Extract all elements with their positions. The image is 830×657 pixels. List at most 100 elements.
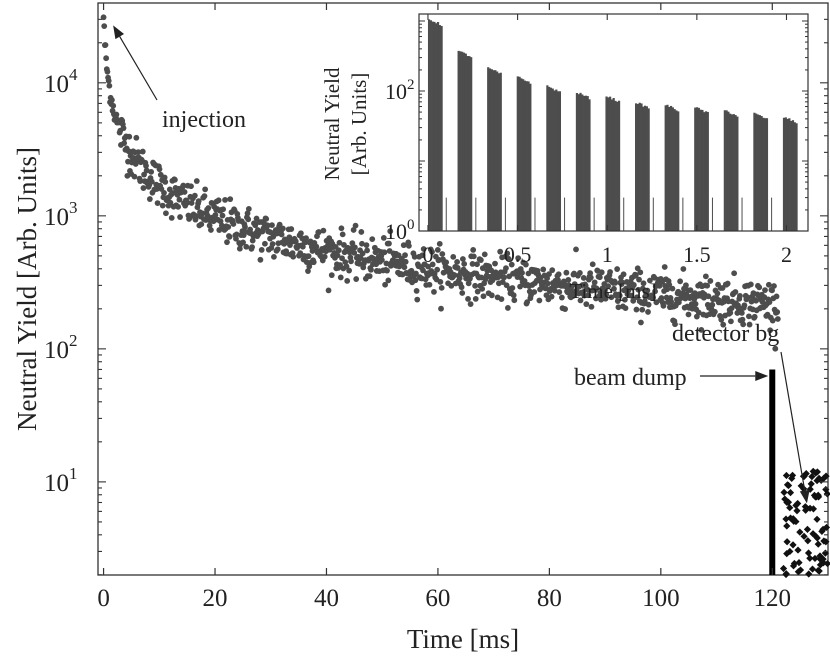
inset-bar bbox=[462, 52, 466, 231]
data-point bbox=[753, 297, 759, 304]
data-point bbox=[276, 221, 283, 228]
data-point bbox=[366, 273, 373, 280]
data-point bbox=[104, 68, 111, 75]
inset-bar bbox=[461, 51, 464, 231]
data-point bbox=[120, 125, 127, 132]
data-point bbox=[737, 292, 743, 299]
data-point bbox=[387, 228, 394, 235]
detector-bg-point bbox=[823, 559, 830, 568]
detector-bg-point bbox=[789, 541, 797, 549]
inset-bar bbox=[760, 116, 763, 231]
data-point bbox=[521, 278, 528, 284]
inset-bar bbox=[581, 94, 584, 232]
data-point bbox=[219, 212, 226, 219]
data-point bbox=[577, 297, 584, 304]
inset-bar bbox=[795, 123, 798, 231]
inset-x-axis-label: Time [ms] bbox=[569, 279, 656, 303]
inset-bar bbox=[617, 100, 621, 231]
data-point bbox=[188, 183, 194, 190]
inset-bar bbox=[704, 111, 708, 231]
inset-bar bbox=[699, 109, 702, 231]
main-x-tick-label: 100 bbox=[642, 585, 680, 612]
annotations: injection beam dump detector bg bbox=[113, 25, 810, 504]
detector-bg-point bbox=[789, 562, 798, 570]
data-point bbox=[339, 231, 346, 238]
detector-bg-point bbox=[802, 470, 810, 478]
data-point bbox=[563, 269, 570, 276]
data-point bbox=[420, 267, 426, 274]
data-point bbox=[121, 140, 128, 147]
data-point bbox=[470, 253, 477, 260]
data-point bbox=[672, 321, 678, 328]
data-point bbox=[401, 264, 408, 271]
inset-bar bbox=[607, 97, 610, 232]
data-point bbox=[206, 222, 213, 229]
detector-bg-point bbox=[792, 501, 800, 509]
inset-bar bbox=[701, 109, 704, 231]
data-point bbox=[175, 203, 182, 210]
detector-bg-point bbox=[786, 504, 794, 512]
data-point bbox=[640, 280, 647, 287]
data-point bbox=[661, 264, 668, 270]
data-point bbox=[133, 134, 140, 141]
data-point bbox=[168, 214, 175, 221]
detector-bg-point bbox=[805, 570, 813, 578]
data-point bbox=[739, 316, 746, 323]
data-point bbox=[413, 288, 420, 294]
data-point bbox=[756, 284, 763, 291]
data-point bbox=[562, 306, 568, 312]
data-point bbox=[126, 133, 133, 140]
data-point bbox=[744, 294, 751, 301]
data-point bbox=[641, 298, 648, 305]
data-point bbox=[621, 296, 628, 303]
data-point bbox=[558, 294, 565, 301]
data-point bbox=[644, 287, 651, 294]
data-point bbox=[413, 270, 419, 277]
inset-bar bbox=[695, 107, 699, 231]
data-point bbox=[269, 222, 275, 229]
data-point bbox=[101, 23, 108, 30]
annotation-detector-bg-arrowhead bbox=[799, 489, 810, 504]
inset-bar bbox=[518, 76, 521, 231]
inset-bar bbox=[640, 103, 643, 231]
detector-bg-point bbox=[816, 561, 825, 569]
main-x-tick-label: 120 bbox=[754, 585, 792, 612]
inset-y-tick-label: 102 bbox=[385, 77, 415, 104]
data-point bbox=[612, 279, 619, 286]
data-point bbox=[598, 296, 604, 303]
detector-bg-point bbox=[812, 469, 820, 477]
data-point bbox=[479, 285, 486, 292]
data-point bbox=[531, 289, 538, 295]
inset-x-tick-label: 1 bbox=[602, 242, 613, 267]
data-point bbox=[154, 200, 161, 207]
data-point bbox=[348, 258, 354, 265]
data-point bbox=[488, 292, 495, 299]
data-point bbox=[303, 259, 310, 266]
data-point bbox=[379, 257, 385, 263]
detector-bg-point bbox=[822, 523, 830, 532]
data-point bbox=[280, 225, 286, 232]
detector-bg-point bbox=[782, 570, 790, 578]
data-point bbox=[635, 286, 642, 293]
inset-y-tick-label: 100 bbox=[385, 217, 415, 244]
data-point bbox=[474, 261, 480, 268]
data-point bbox=[589, 261, 596, 268]
data-point bbox=[459, 256, 466, 262]
detector-bg-point bbox=[813, 534, 821, 542]
data-point bbox=[509, 285, 516, 291]
data-point bbox=[137, 178, 144, 184]
data-point bbox=[384, 267, 390, 274]
data-point bbox=[110, 102, 117, 109]
data-point bbox=[325, 287, 332, 294]
inset-bar bbox=[427, 19, 431, 231]
inset-bar bbox=[609, 96, 612, 232]
data-point bbox=[680, 266, 687, 272]
data-point bbox=[320, 227, 327, 234]
data-point bbox=[769, 317, 776, 324]
data-point bbox=[645, 309, 651, 315]
data-point bbox=[210, 218, 217, 225]
inset-bar bbox=[516, 76, 519, 231]
main-x-tick-label: 60 bbox=[425, 585, 450, 612]
inset-plot-frame bbox=[418, 13, 809, 232]
data-point bbox=[405, 242, 412, 249]
